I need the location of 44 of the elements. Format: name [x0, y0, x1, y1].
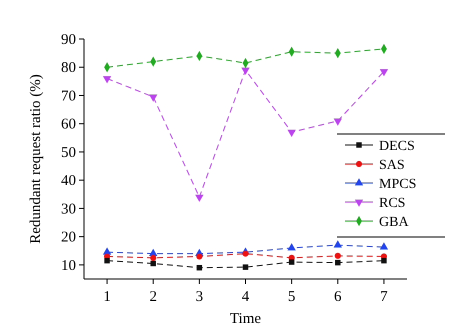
y-axis-title: Redundant request ratio (%) — [28, 74, 44, 244]
point — [380, 242, 388, 250]
legend-label: MPCS — [379, 177, 416, 192]
point — [149, 94, 158, 102]
point — [381, 258, 387, 264]
point — [150, 254, 156, 261]
point — [242, 264, 248, 270]
point — [150, 260, 156, 266]
point — [380, 69, 388, 76]
point — [104, 258, 110, 264]
y-tick-label: 60 — [61, 116, 76, 133]
point — [288, 259, 294, 265]
y-tick-label: 30 — [61, 201, 76, 218]
x-tick-label: 6 — [334, 289, 342, 305]
x-tick-label: 5 — [288, 289, 296, 305]
y-tick-label: 20 — [61, 230, 76, 246]
point — [241, 68, 250, 75]
y-tick-label: 10 — [61, 258, 76, 274]
x-axis-title: Time — [230, 311, 262, 327]
y-tick-label: 70 — [61, 88, 76, 104]
point — [287, 243, 296, 250]
point — [196, 253, 202, 260]
y-tick-label: 40 — [61, 173, 76, 190]
point — [334, 240, 342, 248]
point — [102, 76, 112, 84]
point — [195, 194, 204, 202]
point — [335, 260, 341, 266]
point — [196, 264, 202, 270]
point — [287, 130, 296, 137]
legend-label: DECS — [379, 139, 415, 154]
y-tick-label: 50 — [61, 144, 76, 161]
point — [334, 252, 341, 259]
point — [242, 250, 249, 257]
x-tick-label: 2 — [149, 289, 157, 305]
point — [334, 118, 342, 126]
legend-label: GBA — [379, 215, 410, 230]
legend-label: RCS — [379, 196, 406, 211]
y-tick-label: 90 — [61, 32, 76, 48]
x-tick-label: 3 — [196, 289, 204, 305]
x-tick-label: 7 — [380, 289, 388, 305]
x-tick-label: 1 — [103, 289, 111, 305]
x-tick-label: 4 — [242, 289, 250, 305]
y-tick-label: 80 — [61, 60, 76, 76]
legend-label: SAS — [379, 158, 405, 173]
